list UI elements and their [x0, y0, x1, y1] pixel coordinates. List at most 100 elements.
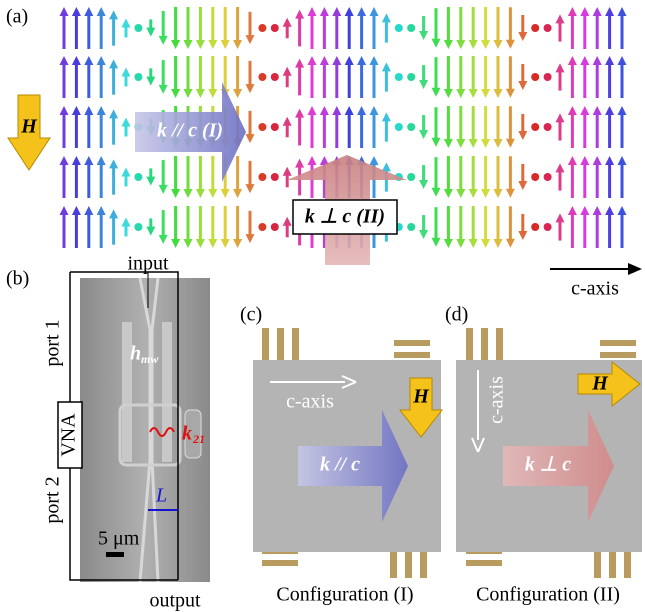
spin: [184, 239, 193, 248]
spin: [444, 139, 453, 148]
spin: [122, 218, 131, 227]
field-label: H: [412, 386, 430, 408]
spin: [134, 173, 142, 181]
spin: [456, 40, 465, 49]
scale-label: 5 μm: [98, 528, 140, 550]
spin: [456, 189, 465, 198]
spin: [97, 56, 106, 65]
spin: [593, 7, 602, 16]
spin: [444, 189, 453, 198]
spin: [618, 106, 627, 115]
spin: [531, 73, 539, 81]
port-label: output: [149, 590, 201, 612]
spin: [171, 189, 180, 198]
spin: [568, 7, 577, 16]
spin: [283, 18, 292, 27]
spin: [518, 32, 527, 41]
spin: [72, 7, 81, 16]
spin: [580, 106, 589, 115]
spin: [593, 206, 602, 215]
spin: [605, 206, 614, 215]
spin: [283, 167, 292, 176]
spin: [345, 56, 354, 65]
spin: [122, 168, 131, 177]
wave-label: k ⊥ c (II): [305, 206, 385, 228]
spin: [159, 36, 168, 45]
spin: [544, 223, 552, 231]
spin: [84, 156, 93, 165]
spin: [146, 227, 155, 236]
spin: [395, 24, 403, 32]
panel-label: (a): [6, 6, 28, 28]
spin: [258, 223, 266, 231]
spin: [196, 189, 205, 198]
spin: [283, 117, 292, 126]
spin: [568, 206, 577, 215]
field-subscript: mw: [141, 352, 159, 366]
spin: [246, 184, 255, 193]
spin: [84, 106, 93, 115]
spin: [97, 206, 106, 215]
spin: [518, 131, 527, 140]
spin: [184, 89, 193, 98]
spin: [531, 24, 539, 32]
spin: [246, 84, 255, 93]
spin: [580, 56, 589, 65]
caption: Configuration (I): [276, 584, 413, 606]
spin: [221, 189, 230, 198]
spin: [407, 123, 415, 131]
spin: [332, 106, 341, 115]
spin: [72, 156, 81, 165]
spin: [332, 7, 341, 16]
spin: [308, 156, 317, 165]
spin: [556, 163, 565, 172]
spin: [171, 89, 180, 98]
spin: [618, 156, 627, 165]
spin: [221, 239, 230, 248]
spin: [320, 56, 329, 65]
spin: [481, 89, 490, 98]
spin: [308, 106, 317, 115]
wave-subscript: 21: [192, 432, 205, 446]
spin: [395, 123, 403, 131]
spin: [544, 73, 552, 81]
spin: [221, 40, 230, 49]
spin: [295, 10, 304, 19]
spin: [481, 139, 490, 148]
spin: [469, 139, 478, 148]
spin: [568, 156, 577, 165]
spin: [506, 139, 515, 148]
spin: [370, 106, 379, 115]
caption: Configuration (II): [476, 584, 620, 606]
spin: [171, 239, 180, 248]
spin: [618, 206, 627, 215]
spin: [60, 206, 69, 215]
spin: [556, 113, 565, 122]
spin: [370, 7, 379, 16]
spin: [494, 89, 503, 98]
spin: [233, 239, 242, 248]
spin: [184, 189, 193, 198]
spin: [605, 156, 614, 165]
wave-label: k // c (I): [157, 120, 223, 142]
spin: [531, 173, 539, 181]
spin: [332, 56, 341, 65]
axis-label: c-axis: [286, 391, 334, 413]
spin: [605, 7, 614, 16]
spin: [432, 88, 441, 97]
spin: [469, 239, 478, 248]
spin: [271, 173, 279, 181]
figure: (a) H k // c (I) k ⊥ c (II) c-axis (b) i…: [0, 0, 645, 612]
axis-label: c-axis: [486, 376, 508, 424]
spin: [159, 235, 168, 244]
spin: [419, 180, 428, 189]
spin: [97, 106, 106, 115]
spin: [469, 189, 478, 198]
spin: [109, 59, 118, 68]
spin: [271, 24, 279, 32]
spin: [593, 106, 602, 115]
spin: [258, 123, 266, 131]
spin: [97, 156, 106, 165]
spin: [134, 223, 142, 231]
spin: [271, 123, 279, 131]
